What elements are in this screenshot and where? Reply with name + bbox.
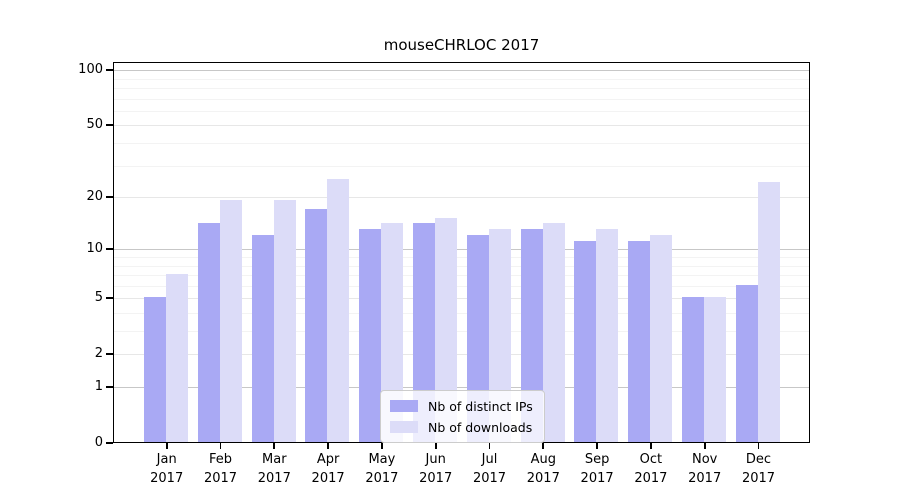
gridline-3 [114,331,809,333]
x-tick-label-apr: Apr 2017 [311,452,345,486]
x-tick-mark-may [381,443,383,449]
gridline-4 [114,313,809,315]
x-tick-label-aug: Aug 2017 [526,452,560,486]
plot-area [113,62,810,443]
gridline-1 [114,387,809,389]
legend-swatch-distinct-ips [390,400,418,412]
bar-may-ips [359,228,382,443]
x-tick-label-dec: Dec 2017 [741,452,776,486]
bar-oct-downloads [650,234,673,443]
y-tick-label-5: 5 [94,290,103,306]
x-tick-mark-apr [327,443,329,449]
x-tick-label-mar: Mar 2017 [257,452,291,486]
y-tick-mark-2 [106,353,113,356]
bar-aug-downloads [542,223,565,443]
y-tick-mark-1 [106,386,113,388]
y-tick-mark-20 [106,196,113,198]
legend-label-downloads: Nb of downloads [428,419,533,435]
gridline-6 [114,285,809,287]
x-tick-label-oct: Oct 2017 [634,452,668,486]
bar-feb-downloads [219,200,242,443]
y-tick-label-100: 100 [78,61,103,77]
legend: Nb of distinct IPs Nb of downloads [380,390,545,443]
x-tick-mark-nov [703,443,706,449]
y-tick-label-2: 2 [94,346,103,362]
bar-aug-ips [520,228,543,443]
bar-jan-downloads [165,274,188,443]
x-tick-label-jul: Jul 2017 [472,452,507,486]
y-tick-mark-50 [106,124,113,127]
bar-dec-downloads [757,182,780,443]
y-tick-label-0: 0 [94,435,103,450]
x-tick-mark-oct [650,443,652,449]
legend-item-distinct-ips: Nb of distinct IPs [390,398,535,414]
bar-jun-downloads [434,218,457,443]
bar-dec-ips [735,284,758,443]
bar-mar-downloads [273,200,296,443]
gridline-2 [114,354,809,356]
gridline-50 [114,125,809,127]
bar-jul-downloads [488,228,511,443]
x-tick-mark-sep [596,443,598,449]
gridline-8 [114,265,809,267]
bar-jan-ips [143,297,166,443]
gridline-5 [114,298,809,300]
gridline-90 [114,78,809,80]
gridline-7 [114,275,809,277]
bar-mar-ips [251,234,274,443]
bar-nov-downloads [703,297,726,443]
x-tick-mark-jan [165,443,168,449]
bar-nov-ips [681,297,704,443]
gridline-40 [114,142,809,144]
bar-apr-ips [305,208,328,443]
y-tick-label-10: 10 [86,241,103,257]
gridline-60 [114,110,809,112]
gridline-10 [114,249,809,251]
y-tick-mark-10 [106,248,113,251]
x-tick-mark-feb [219,443,222,449]
legend-swatch-downloads [390,421,418,433]
bar-may-downloads [381,223,404,443]
x-tick-label-jan: Jan 2017 [150,452,184,486]
x-tick-mark-aug [542,443,545,449]
x-tick-label-jun: Jun 2017 [419,452,453,486]
x-tick-mark-jul [488,443,491,449]
legend-item-downloads: Nb of downloads [390,419,535,435]
y-tick-label-50: 50 [86,117,103,133]
x-tick-label-may: May 2017 [365,452,399,486]
bar-jun-ips [412,223,435,443]
x-tick-mark-mar [273,443,276,449]
chart-title: mouseCHRLOC 2017 [383,36,540,54]
legend-label-distinct-ips: Nb of distinct IPs [428,398,533,414]
bar-feb-ips [197,223,220,443]
y-tick-mark-100 [106,69,113,71]
gridline-30 [114,165,809,167]
gridline-70 [114,98,809,100]
bar-apr-downloads [327,178,350,443]
bar-sep-ips [574,241,597,443]
bar-sep-downloads [596,228,619,443]
gridline-80 [114,87,809,89]
x-tick-label-nov: Nov 2017 [688,452,722,486]
gridline-100 [114,70,809,72]
y-tick-label-20: 20 [86,188,103,204]
y-tick-mark-0 [106,442,113,444]
x-tick-mark-jun [434,443,437,449]
gridline-20 [114,197,809,199]
x-tick-mark-dec [757,443,760,449]
x-tick-label-feb: Feb 2017 [203,452,238,486]
y-tick-mark-5 [106,297,113,300]
y-tick-label-1: 1 [94,378,103,394]
x-tick-label-sep: Sep 2017 [580,452,614,486]
gridline-9 [114,256,809,258]
bar-oct-ips [628,241,651,443]
